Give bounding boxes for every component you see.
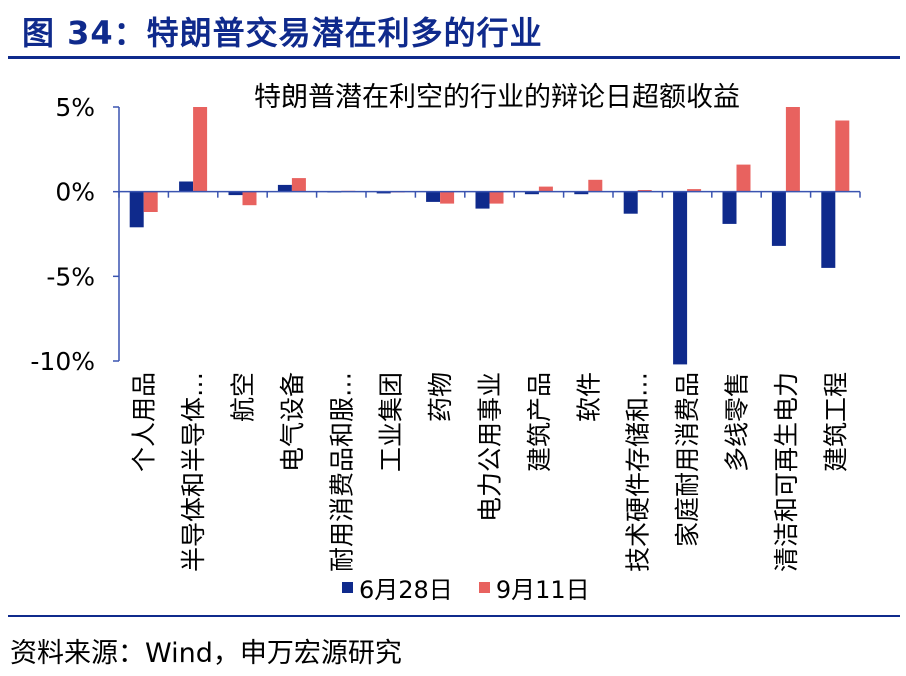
x-tick-label-14: 建筑工程	[821, 372, 850, 472]
bar-series-2-6	[440, 191, 455, 204]
bar-series-1-12	[722, 191, 737, 224]
bar-series-1-13	[771, 191, 786, 246]
bar-series-2-13	[785, 107, 800, 192]
bar-series-2-0	[143, 191, 158, 212]
y-tick-labels: 5% 0% -5% -10%	[30, 93, 95, 376]
bar-series-2-14	[835, 120, 850, 192]
bar-series-1-0	[129, 191, 144, 228]
x-tick-label-1: 半导体和半导体…	[179, 372, 208, 572]
legend-item-series-2: 9月11日	[478, 570, 590, 605]
bar-series-2-7	[489, 191, 504, 204]
y-tick-label-2: -5%	[46, 262, 95, 291]
bar-series-2-8	[538, 186, 553, 192]
bar-series-1-14	[821, 191, 836, 268]
bar-series-1-8	[524, 191, 539, 195]
source-note: 资料来源：Wind，申万宏源研究	[10, 638, 402, 669]
bar-series-2-2	[242, 191, 257, 206]
bar-series-2-9	[588, 179, 603, 192]
bar-series-1-1	[179, 181, 194, 192]
x-tick-label-8: 建筑产品	[525, 372, 554, 472]
y-tick-label-1: 0%	[55, 178, 95, 207]
bar-series-2-3	[291, 178, 306, 192]
bar-series-1-11	[673, 191, 688, 365]
y-tick-label-0: 5%	[55, 93, 95, 122]
figure-title: 图 34：特朗普交易潜在利多的行业	[22, 14, 543, 52]
x-tick-label-0: 个人用品	[130, 372, 159, 472]
legend-swatch-series-1	[342, 582, 353, 593]
x-tick-labels: 个人用品 半导体和半导体… 航空 电气设备 耐用消费品和服… 工业集团 药物 电力公用事业 建筑…	[130, 372, 851, 572]
bar-series-1-10	[623, 191, 638, 214]
x-tick-label-3: 电气设备	[278, 372, 307, 472]
legend-label-series-2: 9月11日	[495, 576, 590, 604]
bar-series-2-10	[637, 190, 652, 192]
bar-series-1-6	[426, 191, 441, 202]
x-tick-label-6: 药物	[426, 372, 455, 422]
bar-chart: 特朗普潜在利空的行业的辩论日超额收益 5% 0% -5% -10% 个人用品 半导体和半…	[30, 82, 861, 572]
bar-series-2-1	[193, 107, 208, 192]
bar-series-1-2	[228, 191, 243, 196]
legend: 6月28日 9月11日	[342, 570, 616, 605]
x-tick-label-13: 清洁和可再生电力	[772, 372, 801, 572]
x-tick-label-11: 家庭耐用消费品	[673, 372, 702, 547]
x-tick-label-7: 电力公用事业	[476, 372, 505, 522]
x-tick-label-4: 耐用消费品和服…	[327, 372, 356, 572]
title-rule	[8, 56, 900, 59]
footer-rule	[8, 615, 900, 617]
y-tick-label-3: -10%	[30, 347, 95, 376]
chart-title: 特朗普潜在利空的行业的辩论日超额收益	[254, 82, 740, 113]
legend-label-series-1: 6月28日	[359, 576, 453, 604]
bar-series-2-11	[687, 189, 702, 192]
bar-series-1-5	[376, 191, 391, 194]
legend-swatch-series-2	[478, 582, 490, 593]
bar-series-1-3	[277, 184, 292, 192]
x-tick-label-9: 软件	[574, 372, 603, 422]
x-tick-label-5: 工业集团	[377, 372, 406, 472]
bars-layer	[129, 107, 850, 365]
bar-series-1-9	[574, 191, 589, 195]
x-tick-label-10: 技术硬件存储和…	[624, 372, 653, 572]
axes-layer	[113, 106, 861, 362]
bar-series-2-12	[736, 164, 751, 192]
x-tick-label-2: 航空	[229, 372, 258, 422]
bar-series-1-7	[475, 191, 490, 209]
x-tick-label-12: 多线零售	[723, 372, 752, 472]
legend-item-series-1: 6月28日	[342, 570, 453, 605]
